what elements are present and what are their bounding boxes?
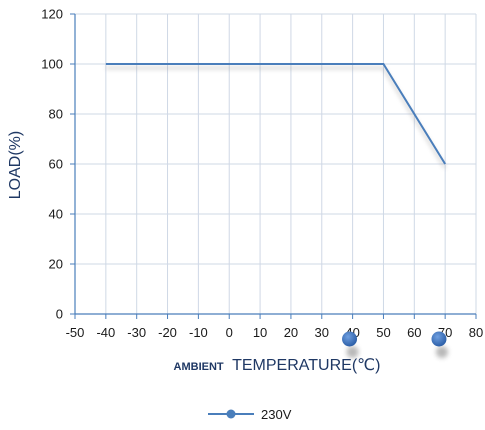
legend: 230V xyxy=(208,407,292,422)
y-tick-label: 100 xyxy=(41,57,63,72)
y-tick-label: 80 xyxy=(49,107,63,122)
x-tick-label: -20 xyxy=(158,325,177,340)
x-tick-label: 30 xyxy=(315,325,329,340)
marker-layer xyxy=(342,331,448,358)
x-tick-label: -10 xyxy=(189,325,208,340)
data-point-marker xyxy=(431,331,447,347)
marker-shadow xyxy=(346,346,359,358)
x-tick-label: 0 xyxy=(226,325,233,340)
x-tick-label: -40 xyxy=(96,325,115,340)
y-tick-label: 120 xyxy=(41,7,63,22)
y-axis-title: LOAD(%) xyxy=(7,131,24,199)
series-line-shadow xyxy=(105,66,447,169)
x-tick-label: -50 xyxy=(66,325,85,340)
x-tick-label: -30 xyxy=(127,325,146,340)
x-tick-label: 10 xyxy=(253,325,267,340)
legend-marker xyxy=(226,409,236,419)
y-tick-label: 0 xyxy=(56,307,63,322)
x-tick-label: 20 xyxy=(284,325,298,340)
series-line-230v xyxy=(105,63,447,165)
data-point-marker xyxy=(342,331,358,347)
grid xyxy=(75,13,477,314)
x-axis-title-prefix: AMBIENT xyxy=(174,361,224,373)
x-tick-label: 80 xyxy=(469,325,483,340)
series-layer xyxy=(105,63,447,169)
y-tick-label: 60 xyxy=(49,157,63,172)
x-tick-label: 60 xyxy=(407,325,421,340)
legend-label: 230V xyxy=(261,407,292,422)
y-tick-label: 40 xyxy=(49,207,63,222)
x-axis-title: AMBIENT TEMPERATURE(℃) xyxy=(174,357,381,374)
y-axis-ticks: 0 20 40 60 80 100 120 xyxy=(41,7,75,322)
x-tick-label: 50 xyxy=(376,325,390,340)
x-axis-ticks: -50-40-30-20-1001020304050607080 xyxy=(66,314,483,340)
x-axis-title-main: TEMPERATURE(℃) xyxy=(232,357,380,374)
marker-shadow xyxy=(435,346,448,358)
y-tick-label: 20 xyxy=(49,257,63,272)
